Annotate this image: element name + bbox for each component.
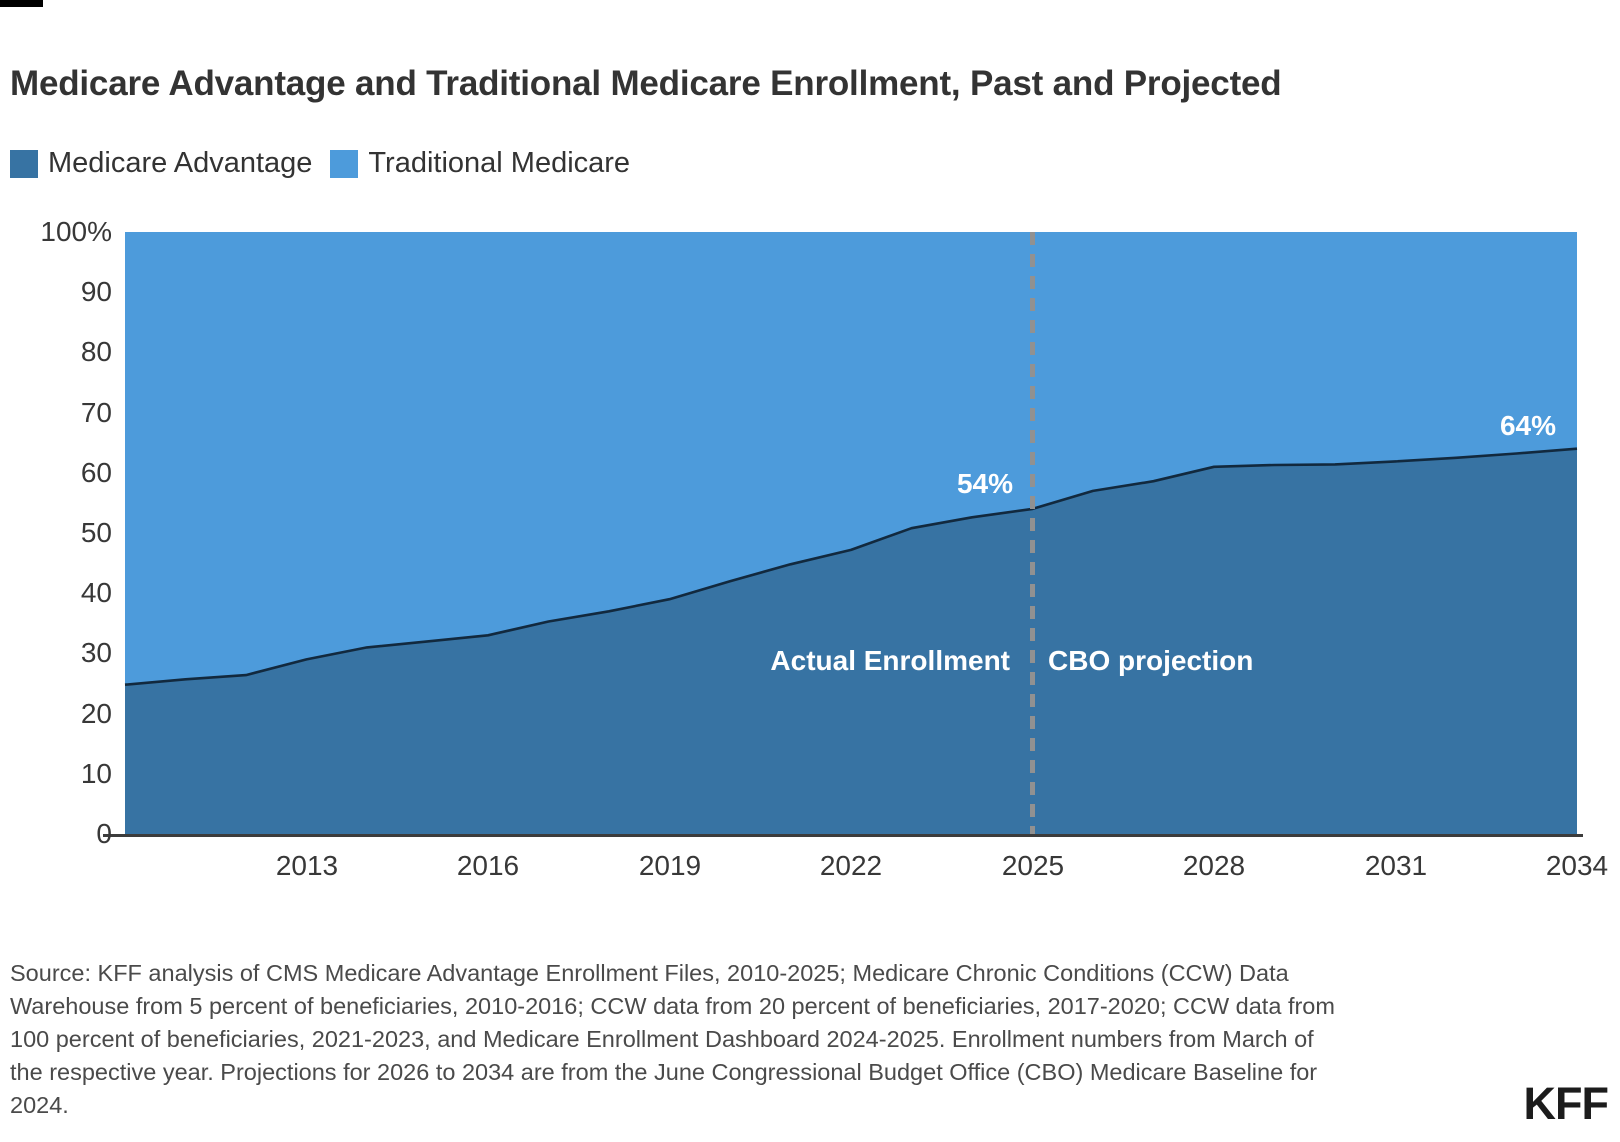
y-axis-tick-label: 80 (80, 336, 112, 367)
kff-logo: KFF (1523, 1078, 1609, 1129)
annotation-54-percent: 54% (956, 468, 1013, 499)
y-axis-tick-label: 20 (80, 698, 112, 729)
x-axis-tick-label: 2022 (819, 850, 883, 881)
chart-title: Medicare Advantage and Traditional Medic… (10, 64, 1282, 103)
y-axis-tick-label: 30 (80, 637, 112, 668)
annotation-actual-enrollment: Actual Enrollment (770, 645, 1010, 676)
y-axis-tick-label: 10 (80, 758, 112, 789)
top-left-black-bar (0, 0, 43, 7)
legend-swatch-traditional-medicare (330, 149, 359, 178)
annotation-64-percent: 64% (1499, 410, 1556, 441)
legend: Medicare Advantage Traditional Medicare (10, 147, 630, 180)
legend-label-traditional-medicare: Traditional Medicare (368, 147, 631, 179)
source-note: Source: KFF analysis of CMS Medicare Adv… (10, 960, 1335, 1118)
y-axis-tick-label: 90 (80, 276, 112, 307)
x-axis-tick-label: 2034 (1545, 850, 1609, 881)
annotation-cbo-projection: CBO projection (1048, 645, 1254, 676)
y-axis-tick-label: 60 (80, 457, 112, 488)
legend-swatch-medicare-advantage (10, 149, 38, 178)
y-axis-tick-label: 100% (40, 216, 112, 247)
y-axis-tick-label: 50 (80, 517, 112, 548)
x-axis-tick-label: 2028 (1182, 850, 1246, 881)
x-axis-tick-label: 2031 (1364, 850, 1428, 881)
legend-item-traditional-medicare: Traditional Medicare (330, 147, 630, 180)
x-axis-tick-label: 2019 (638, 850, 702, 881)
x-axis-tick-label: 2016 (456, 850, 520, 881)
medicare-advantage-area (125, 448, 1577, 834)
y-axis-tick-label: 70 (80, 397, 112, 428)
legend-item-medicare-advantage: Medicare Advantage (10, 147, 312, 180)
x-axis-tick-label: 2013 (275, 850, 339, 881)
y-axis-tick-label: 40 (80, 577, 112, 608)
x-axis-tick-label: 2025 (1001, 850, 1065, 881)
enrollment-boundary-line (124, 447, 1578, 686)
y-axis-tick-label: 0 (96, 818, 112, 849)
legend-label-medicare-advantage: Medicare Advantage (48, 147, 313, 179)
